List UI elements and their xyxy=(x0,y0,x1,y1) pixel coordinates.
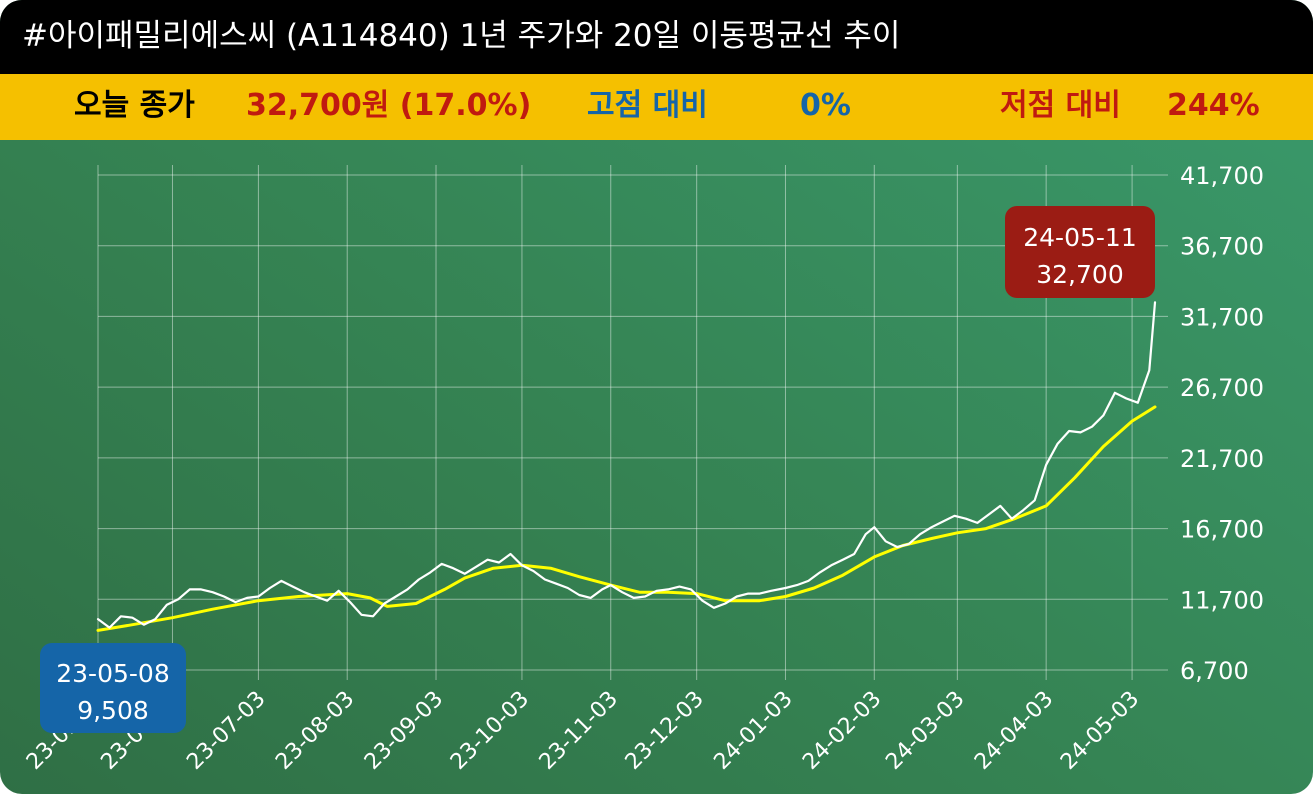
y-tick-label: 41,700 xyxy=(1180,162,1264,190)
summary-bar: 오늘 종가 32,700원 (17.0%) 고점 대비 0% 저점 대비 244… xyxy=(0,74,1313,140)
x-tick-label: 23-09-03 xyxy=(360,687,448,775)
x-tick-label: 24-04-03 xyxy=(970,687,1058,775)
x-axis-ticks: 23-05-0823-06-0323-07-0323-08-0323-09-03… xyxy=(22,687,1144,775)
callout-value: 9,508 xyxy=(77,696,149,725)
y-axis-ticks: 41,700 36,700 31,700 26,700 21,700 16,700 11,7… xyxy=(1180,162,1264,685)
end-callout: 24-05-11 32,700 xyxy=(1005,206,1155,298)
x-tick-label: 23-11-03 xyxy=(535,687,623,775)
low-value: 244% xyxy=(1167,88,1260,123)
callout-value: 32,700 xyxy=(1036,260,1123,289)
x-tick-label: 24-03-03 xyxy=(881,687,969,775)
close-label: 오늘 종가 xyxy=(74,88,195,123)
start-callout: 23-05-08 9,508 xyxy=(40,643,186,733)
callout-box xyxy=(40,643,186,733)
x-tick-label: 23-07-03 xyxy=(182,687,270,775)
y-tick-label: 21,700 xyxy=(1180,445,1264,473)
x-tick-label: 23-08-03 xyxy=(271,687,359,775)
y-tick-label: 31,700 xyxy=(1180,303,1264,331)
y-tick-label: 26,700 xyxy=(1180,374,1264,402)
callout-date: 24-05-11 xyxy=(1023,223,1136,252)
price-line xyxy=(96,301,1157,629)
y-tick-label: 36,700 xyxy=(1180,233,1264,261)
callouts: 23-05-08 9,508 24-05-11 32,700 xyxy=(40,206,1155,733)
y-tick-label: 16,700 xyxy=(1180,516,1264,544)
title-bar: #아이패밀리에스씨 (A114840) 1년 주가와 20일 이동평균선 추이 xyxy=(0,0,1313,74)
callout-box xyxy=(1005,206,1155,298)
x-tick-label: 24-01-03 xyxy=(709,687,797,775)
y-tick-label: 6,700 xyxy=(1180,657,1249,685)
x-tick-label: 24-02-03 xyxy=(798,687,886,775)
x-tick-label: 23-10-03 xyxy=(446,687,534,775)
chart-title: #아이패밀리에스씨 (A114840) 1년 주가와 20일 이동평균선 추이 xyxy=(22,18,901,54)
high-label: 고점 대비 xyxy=(587,88,708,123)
series-lines xyxy=(96,301,1157,632)
callout-date: 23-05-08 xyxy=(56,659,169,688)
x-tick-label: 24-05-03 xyxy=(1056,687,1144,775)
close-value: 32,700원 (17.0%) xyxy=(246,88,532,123)
y-tick-label: 11,700 xyxy=(1180,586,1264,614)
x-tick-label: 23-12-03 xyxy=(621,687,709,775)
high-value: 0% xyxy=(800,88,851,123)
low-label: 저점 대비 xyxy=(1000,88,1121,123)
